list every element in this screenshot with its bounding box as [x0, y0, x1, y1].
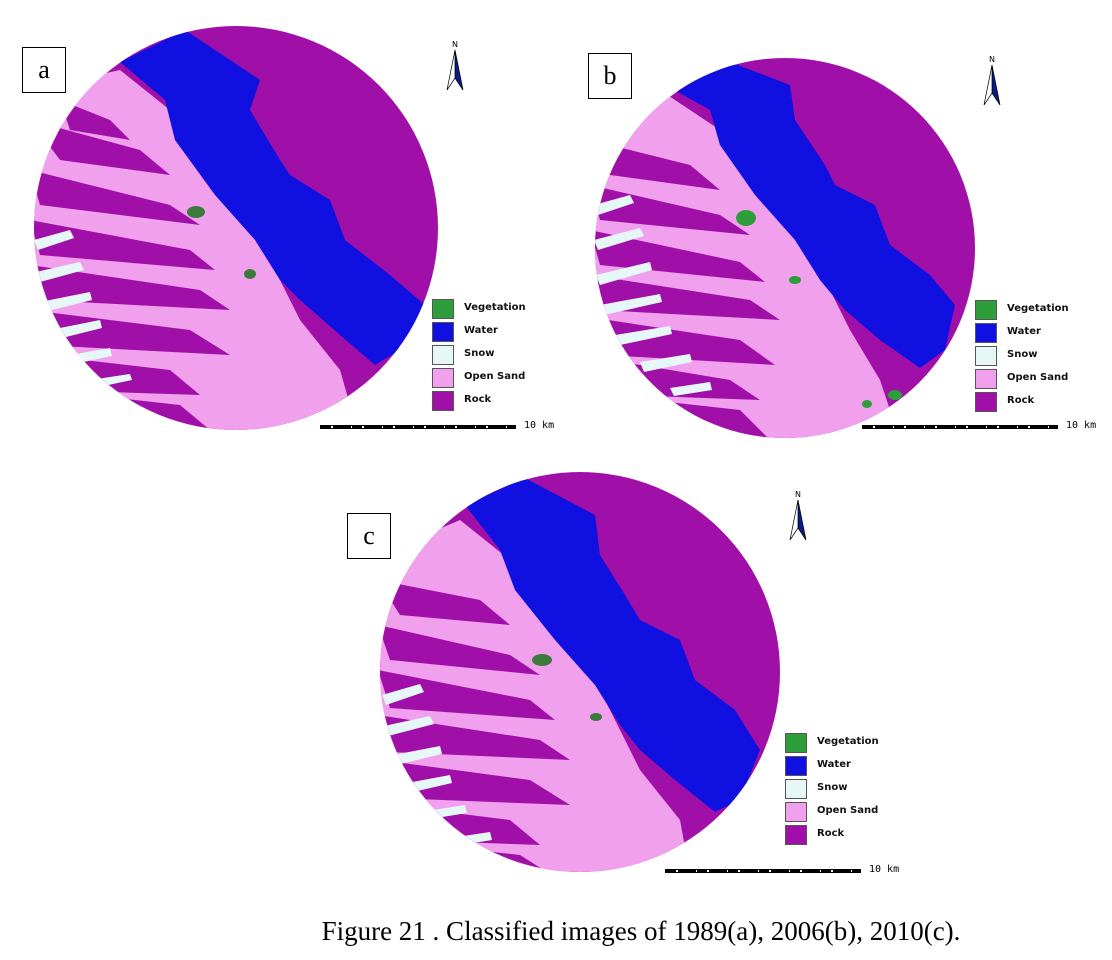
legend-item-vegetation: Vegetation — [432, 298, 552, 321]
legend-a: Vegetation Water Snow Open Sand Rock — [432, 298, 552, 413]
legend-item-vegetation: Vegetation — [975, 299, 1095, 322]
legend-item-rock: Rock — [432, 390, 552, 413]
north-letter: N — [452, 40, 458, 49]
legend-label: Vegetation — [1007, 303, 1069, 314]
water-zone — [120, 30, 425, 365]
panel-label-b: b — [588, 53, 632, 99]
map-panel-c: c N Vegetation Water Snow Open Sand Rock… — [330, 460, 899, 890]
legend-label: Rock — [464, 394, 492, 405]
legend-item-rock: Rock — [785, 824, 905, 847]
water-swatch — [975, 323, 997, 343]
scale-label: 10 km — [869, 864, 900, 875]
scale-label: 10 km — [524, 420, 555, 431]
north-arrow-b: N — [980, 55, 1004, 109]
legend-item-snow: Snow — [975, 345, 1095, 368]
rock-swatch — [432, 391, 454, 411]
water-zone — [665, 60, 955, 368]
legend-item-snow: Snow — [785, 778, 905, 801]
legend-label: Open Sand — [1007, 372, 1069, 383]
rock-swatch — [785, 825, 807, 845]
open-sand-swatch — [432, 368, 454, 388]
classified-map-b — [595, 58, 975, 438]
scale-line — [665, 869, 861, 873]
legend-item-open-sand: Open Sand — [432, 367, 552, 390]
vegetation-patches — [532, 654, 602, 721]
north-letter: N — [989, 55, 995, 64]
water-swatch — [432, 322, 454, 342]
legend-label: Snow — [464, 348, 495, 359]
north-arrow-c: N — [786, 490, 810, 544]
rock-swatch — [975, 392, 997, 412]
legend-label: Rock — [817, 828, 845, 839]
legend-item-water: Water — [785, 755, 905, 778]
north-arrow-icon — [446, 49, 464, 91]
legend-item-water: Water — [975, 322, 1095, 345]
open-sand-swatch — [975, 369, 997, 389]
snow-patches — [595, 195, 712, 396]
legend-label: Open Sand — [817, 805, 879, 816]
legend-label: Water — [1007, 326, 1041, 337]
legend-label: Water — [817, 759, 851, 770]
legend-label: Open Sand — [464, 371, 526, 382]
legend-label: Snow — [1007, 349, 1038, 360]
scale-line — [862, 425, 1058, 429]
legend-item-open-sand: Open Sand — [975, 368, 1095, 391]
legend-c: Vegetation Water Snow Open Sand Rock — [785, 732, 905, 847]
legend-label: Snow — [817, 782, 848, 793]
map-panel-a: a N Vegetation Water Snow Open Sand Rock… — [0, 0, 560, 445]
classified-map-c — [380, 472, 780, 872]
panel-label-a: a — [22, 47, 66, 93]
classified-map-a — [34, 26, 438, 430]
legend-label: Water — [464, 325, 498, 336]
legend-item-vegetation: Vegetation — [785, 732, 905, 755]
legend-item-snow: Snow — [432, 344, 552, 367]
vegetation-swatch — [975, 300, 997, 320]
legend-item-open-sand: Open Sand — [785, 801, 905, 824]
legend-item-rock: Rock — [975, 391, 1095, 414]
scale-line — [320, 425, 516, 429]
map-panel-b: b N Vegetation Water Snow Open Sand Rock… — [560, 0, 1112, 445]
legend-item-water: Water — [432, 321, 552, 344]
figure-caption: Figure 21 . Classified images of 1989(a)… — [321, 916, 961, 946]
snow-swatch — [785, 779, 807, 799]
open-sand-swatch — [785, 802, 807, 822]
vegetation-swatch — [785, 733, 807, 753]
legend-label: Vegetation — [817, 736, 879, 747]
north-arrow-a: N — [443, 40, 467, 94]
snow-swatch — [975, 346, 997, 366]
vegetation-swatch — [432, 299, 454, 319]
panel-label-c: c — [347, 513, 391, 559]
legend-b: Vegetation Water Snow Open Sand Rock — [975, 299, 1095, 414]
north-letter: N — [795, 490, 801, 499]
legend-label: Vegetation — [464, 302, 526, 313]
vegetation-patches — [187, 206, 256, 279]
north-arrow-icon — [789, 499, 807, 541]
north-arrow-icon — [983, 64, 1001, 106]
water-zone — [465, 478, 760, 812]
legend-label: Rock — [1007, 395, 1035, 406]
water-swatch — [785, 756, 807, 776]
snow-swatch — [432, 345, 454, 365]
scale-label: 10 km — [1066, 420, 1097, 431]
